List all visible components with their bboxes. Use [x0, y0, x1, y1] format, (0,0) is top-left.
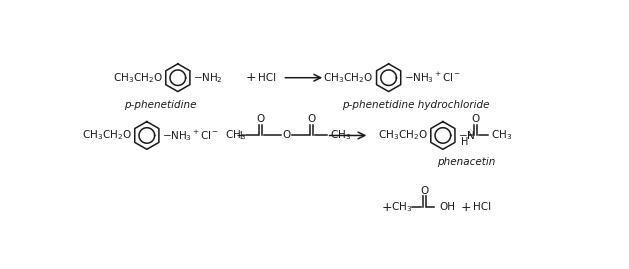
- Text: HCl: HCl: [472, 202, 491, 212]
- Text: +: +: [245, 71, 256, 84]
- Text: CH$_3$: CH$_3$: [391, 200, 412, 214]
- Text: O: O: [471, 114, 479, 124]
- Text: p-phenetidine hydrochloride: p-phenetidine hydrochloride: [342, 100, 489, 110]
- Text: phenacetin: phenacetin: [437, 157, 495, 167]
- Text: O: O: [257, 114, 265, 124]
- Text: CH$_3$CH$_2$O: CH$_3$CH$_2$O: [323, 71, 373, 85]
- Text: CH$_3$CH$_2$O: CH$_3$CH$_2$O: [82, 129, 131, 142]
- Text: H: H: [461, 137, 468, 147]
- Text: O: O: [308, 114, 316, 124]
- Text: +: +: [236, 129, 247, 142]
- Text: +: +: [382, 201, 392, 214]
- Text: $-$NH$_2$: $-$NH$_2$: [193, 71, 223, 85]
- Text: +: +: [461, 201, 472, 214]
- Text: CH$_3$: CH$_3$: [225, 129, 246, 142]
- Text: HCl: HCl: [258, 73, 276, 83]
- Text: CH$_3$CH$_2$O: CH$_3$CH$_2$O: [113, 71, 162, 85]
- Text: $-$N: $-$N: [459, 129, 476, 141]
- Text: O: O: [282, 130, 291, 140]
- Text: O: O: [420, 186, 428, 196]
- Text: CH$_3$: CH$_3$: [491, 129, 512, 142]
- Text: OH: OH: [439, 202, 455, 212]
- Text: CH$_3$CH$_2$O: CH$_3$CH$_2$O: [377, 129, 427, 142]
- Text: $-$NH$_3$$^+$Cl$^-$: $-$NH$_3$$^+$Cl$^-$: [404, 70, 461, 85]
- Text: p-phenetidine: p-phenetidine: [124, 100, 196, 110]
- Text: $-$NH$_3$$^+$Cl$^-$: $-$NH$_3$$^+$Cl$^-$: [162, 128, 220, 143]
- Text: CH$_3$: CH$_3$: [330, 129, 351, 142]
